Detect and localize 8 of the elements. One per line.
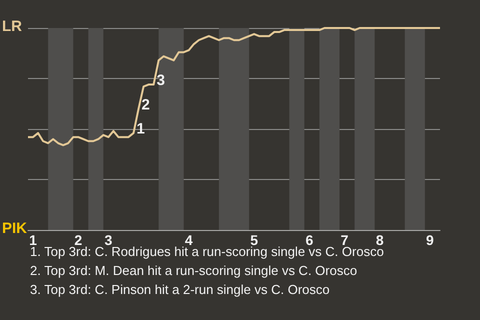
x-tick-label: 9 bbox=[426, 232, 434, 248]
annotation: 2 bbox=[142, 96, 150, 114]
text: 3. Top 3rd: C. Pinson hit a 2-run single vs C. Orosco bbox=[30, 282, 330, 297]
annotation: 1 bbox=[136, 120, 145, 138]
text: 2. Top 3rd: M. Dean hit a run-scoring single vs C. Orosco bbox=[30, 263, 358, 278]
annotation: 3 bbox=[156, 72, 165, 90]
text: LR bbox=[2, 18, 22, 35]
text: PIK bbox=[2, 220, 28, 237]
